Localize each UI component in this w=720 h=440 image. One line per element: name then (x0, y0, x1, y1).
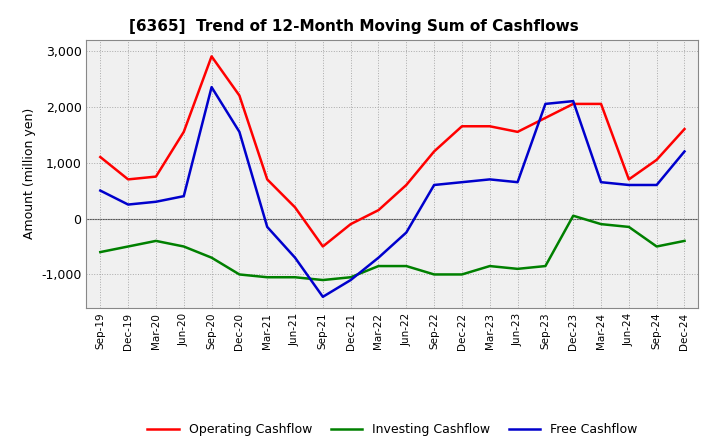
Investing Cashflow (430, 272, 438, 277)
Free Cashflow (96, 188, 104, 193)
Line: Free Cashflow: Free Cashflow (100, 87, 685, 297)
Operating Cashflow (485, 124, 494, 129)
Free Cashflow (374, 255, 383, 260)
Free Cashflow (652, 182, 661, 187)
Operating Cashflow (374, 208, 383, 213)
Investing Cashflow (235, 272, 243, 277)
Free Cashflow (513, 180, 522, 185)
Free Cashflow (624, 182, 633, 187)
Operating Cashflow (513, 129, 522, 135)
Text: [6365]  Trend of 12-Month Moving Sum of Cashflows: [6365] Trend of 12-Month Moving Sum of C… (130, 19, 579, 34)
Free Cashflow (263, 224, 271, 230)
Free Cashflow (346, 277, 355, 282)
Free Cashflow (541, 101, 550, 106)
Investing Cashflow (263, 275, 271, 280)
Operating Cashflow (569, 101, 577, 106)
Free Cashflow (402, 230, 410, 235)
Free Cashflow (680, 149, 689, 154)
Operating Cashflow (680, 126, 689, 132)
Investing Cashflow (374, 264, 383, 269)
Free Cashflow (124, 202, 132, 207)
Investing Cashflow (152, 238, 161, 244)
Investing Cashflow (346, 275, 355, 280)
Operating Cashflow (624, 177, 633, 182)
Free Cashflow (152, 199, 161, 205)
Operating Cashflow (179, 129, 188, 135)
Operating Cashflow (152, 174, 161, 179)
Free Cashflow (207, 84, 216, 90)
Investing Cashflow (652, 244, 661, 249)
Line: Operating Cashflow: Operating Cashflow (100, 56, 685, 246)
Y-axis label: Amount (million yen): Amount (million yen) (22, 108, 35, 239)
Operating Cashflow (96, 154, 104, 160)
Investing Cashflow (541, 264, 550, 269)
Investing Cashflow (513, 266, 522, 271)
Investing Cashflow (179, 244, 188, 249)
Legend: Operating Cashflow, Investing Cashflow, Free Cashflow: Operating Cashflow, Investing Cashflow, … (143, 418, 642, 440)
Free Cashflow (179, 194, 188, 199)
Investing Cashflow (485, 264, 494, 269)
Free Cashflow (430, 182, 438, 187)
Free Cashflow (235, 129, 243, 135)
Investing Cashflow (597, 221, 606, 227)
Operating Cashflow (458, 124, 467, 129)
Free Cashflow (597, 180, 606, 185)
Investing Cashflow (318, 277, 327, 282)
Operating Cashflow (263, 177, 271, 182)
Investing Cashflow (402, 264, 410, 269)
Investing Cashflow (207, 255, 216, 260)
Operating Cashflow (652, 157, 661, 162)
Line: Investing Cashflow: Investing Cashflow (100, 216, 685, 280)
Free Cashflow (485, 177, 494, 182)
Free Cashflow (291, 255, 300, 260)
Free Cashflow (569, 99, 577, 104)
Investing Cashflow (458, 272, 467, 277)
Operating Cashflow (430, 149, 438, 154)
Operating Cashflow (235, 93, 243, 98)
Operating Cashflow (207, 54, 216, 59)
Investing Cashflow (624, 224, 633, 230)
Operating Cashflow (124, 177, 132, 182)
Operating Cashflow (346, 221, 355, 227)
Operating Cashflow (318, 244, 327, 249)
Investing Cashflow (680, 238, 689, 244)
Operating Cashflow (402, 182, 410, 187)
Investing Cashflow (124, 244, 132, 249)
Operating Cashflow (597, 101, 606, 106)
Operating Cashflow (541, 115, 550, 121)
Operating Cashflow (291, 205, 300, 210)
Free Cashflow (458, 180, 467, 185)
Free Cashflow (318, 294, 327, 300)
Investing Cashflow (291, 275, 300, 280)
Investing Cashflow (569, 213, 577, 218)
Investing Cashflow (96, 249, 104, 255)
